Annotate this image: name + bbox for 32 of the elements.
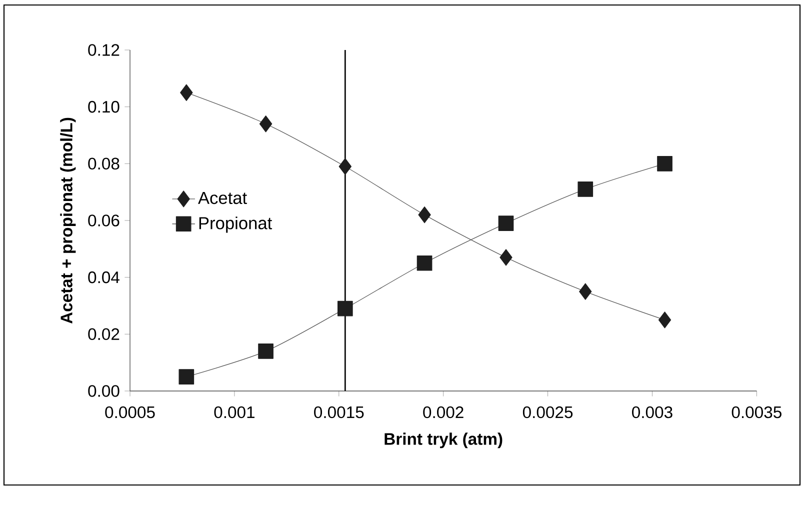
y-tick-label: 0.00 bbox=[88, 385, 120, 397]
point bbox=[500, 249, 512, 266]
x-tick-label: 0.001 bbox=[214, 406, 254, 418]
x-tick-label: 0.0035 bbox=[732, 406, 782, 418]
point bbox=[418, 206, 431, 224]
x-tick-label: 0.0005 bbox=[105, 406, 155, 418]
y-axis-title: Acetat + propionat (mol/L) bbox=[60, 118, 76, 324]
x-tick-label: 0.003 bbox=[632, 406, 672, 418]
point bbox=[338, 158, 352, 175]
y-tick-label: 0.04 bbox=[88, 271, 120, 284]
point bbox=[578, 182, 594, 197]
y-tick-label: 0.10 bbox=[88, 100, 120, 113]
point bbox=[178, 369, 194, 384]
point bbox=[658, 312, 672, 328]
legend-label: Acetat bbox=[198, 192, 247, 204]
x-tick-label: 0.002 bbox=[423, 406, 464, 418]
x-tick-label: 0.0015 bbox=[314, 406, 364, 418]
point bbox=[259, 116, 272, 132]
x-axis-title: Brint tryk (atm) bbox=[384, 432, 502, 448]
point bbox=[579, 283, 592, 300]
y-tick-label: 0.06 bbox=[88, 214, 120, 226]
point bbox=[337, 300, 353, 316]
x-tick-label: 0.0025 bbox=[522, 406, 573, 418]
point bbox=[657, 156, 672, 172]
legend-label: Propionat bbox=[199, 216, 272, 233]
point bbox=[498, 216, 514, 231]
y-tick-label: 0.12 bbox=[88, 44, 120, 56]
y-tick-label: 0.08 bbox=[88, 158, 120, 170]
point bbox=[416, 255, 432, 271]
y-tick-label: 0.02 bbox=[88, 328, 120, 340]
point bbox=[258, 344, 274, 359]
point bbox=[180, 84, 193, 101]
